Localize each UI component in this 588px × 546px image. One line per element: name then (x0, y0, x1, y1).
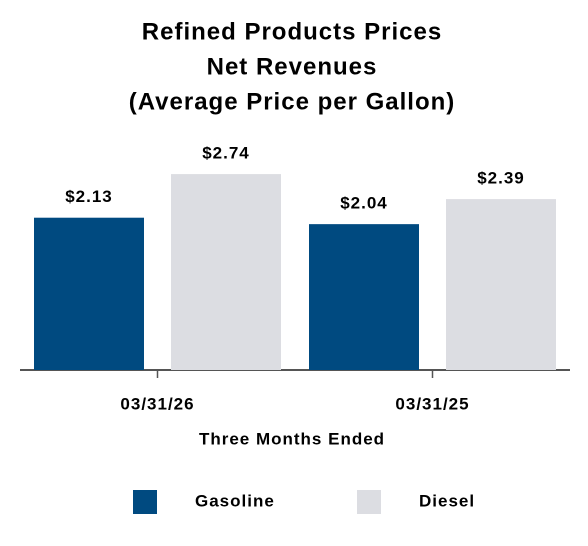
legend-label: Diesel (419, 491, 475, 510)
bar (446, 199, 556, 370)
value-label: $2.04 (340, 194, 388, 213)
bar (171, 174, 281, 370)
value-label: $2.39 (477, 169, 525, 188)
value-label: $2.13 (65, 187, 113, 206)
chart-title: (Average Price per Gallon) (129, 88, 456, 115)
chart-title: Net Revenues (207, 53, 378, 80)
value-label: $2.74 (202, 144, 250, 163)
legend-label: Gasoline (195, 491, 275, 510)
chart-title: Refined Products Prices (142, 18, 442, 45)
x-tick-label: 03/31/26 (120, 394, 194, 413)
x-tick-label: 03/31/25 (395, 394, 469, 413)
legend-swatch (357, 490, 381, 514)
bar (34, 217, 144, 370)
legend-swatch (133, 490, 157, 514)
x-axis-label: Three Months Ended (199, 429, 385, 448)
bar (309, 224, 419, 370)
